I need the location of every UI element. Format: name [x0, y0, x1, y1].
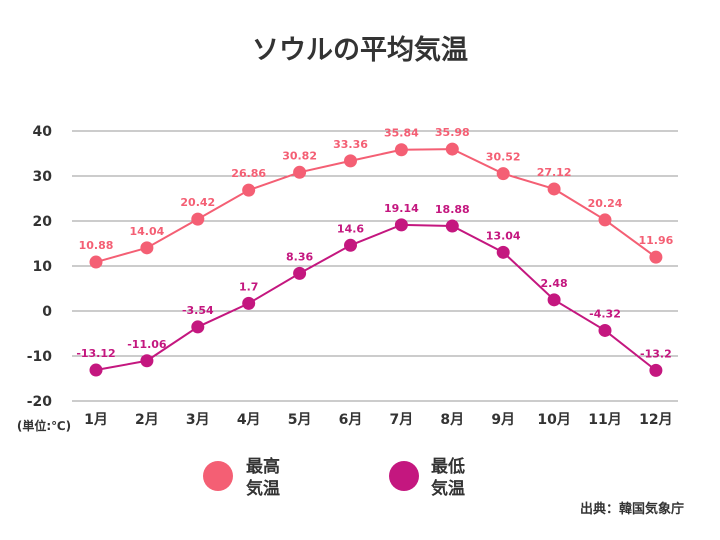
x-axis-ticks: 1月 2月 3月 4月 5月 6月 7月 8月 9月 10月 11月 12月 [84, 412, 673, 428]
data-point [242, 296, 256, 310]
data-point [140, 241, 154, 255]
data-point [191, 320, 205, 334]
data-label: 20.42 [180, 196, 215, 209]
data-point [293, 165, 307, 179]
data-label: 1.7 [239, 280, 259, 293]
data-label: -13.12 [76, 347, 115, 360]
y-tick-label: 20 [33, 214, 53, 230]
x-tick-label: 4月 [237, 412, 261, 428]
data-label: 18.88 [435, 203, 470, 216]
data-label: 26.86 [231, 167, 266, 180]
legend-label: 気温 [245, 478, 280, 499]
y-tick-label: -10 [27, 349, 53, 365]
x-tick-label: 11月 [588, 412, 621, 428]
data-label: 8.36 [286, 250, 313, 263]
y-tick-label: 10 [33, 259, 53, 275]
legend-label: 最高 [246, 456, 280, 477]
data-label: 2.48 [541, 277, 568, 290]
legend-label: 気温 [430, 478, 465, 499]
data-point [344, 154, 357, 168]
data-label: 13.04 [486, 229, 521, 242]
data-point [496, 167, 510, 181]
data-label: -3.54 [182, 304, 214, 317]
data-point [649, 363, 663, 377]
data-point [89, 255, 103, 269]
y-axis-ticks: 40 30 20 10 0 -10 -20 [27, 124, 53, 410]
x-tick-label: 1月 [84, 412, 108, 428]
data-label: 11.96 [639, 234, 674, 247]
series-min-temp: -13.12 -11.06 -3.54 1.7 8.36 14.6 19.14 18.88 13… [76, 202, 672, 377]
data-point [191, 212, 205, 226]
series-line [95, 223, 657, 372]
data-label: 35.98 [435, 126, 470, 139]
data-point [89, 363, 103, 377]
data-point [547, 182, 561, 196]
series: 10.88 14.04 20.42 26.86 30.82 33.36 35.84 35.98… [76, 126, 674, 377]
series-line [95, 148, 657, 264]
data-point [445, 219, 459, 233]
data-label: 14.6 [337, 222, 364, 235]
x-tick-label: 9月 [491, 412, 515, 428]
data-label: 30.52 [486, 151, 521, 164]
data-point [242, 183, 256, 197]
data-label: 10.88 [79, 239, 114, 252]
data-point [547, 293, 561, 307]
x-tick-label: 7月 [390, 412, 414, 428]
data-label: -11.06 [127, 338, 167, 351]
data-label: -4.32 [589, 307, 621, 320]
data-label: 14.04 [130, 225, 165, 238]
data-point [394, 143, 408, 157]
data-point [344, 238, 357, 252]
gridlines [72, 130, 678, 402]
x-tick-label: 3月 [186, 412, 210, 428]
data-point [394, 218, 408, 232]
data-label: 33.36 [333, 138, 368, 151]
data-label: 20.24 [588, 197, 623, 210]
data-point [649, 250, 663, 264]
data-label: 27.12 [537, 166, 572, 179]
data-label: -13.2 [640, 347, 672, 360]
chart-title: ソウルの平均気温 [252, 34, 468, 66]
data-point [496, 245, 510, 259]
series-max-temp: 10.88 14.04 20.42 26.86 30.82 33.36 35.84 35.98… [79, 126, 674, 269]
y-tick-label: -20 [27, 394, 53, 410]
data-point [140, 354, 154, 368]
data-label: 30.82 [282, 149, 317, 162]
x-tick-label: 2月 [135, 412, 159, 428]
x-tick-label: 8月 [440, 412, 464, 428]
x-tick-label: 6月 [339, 412, 363, 428]
data-label: 19.14 [384, 202, 419, 215]
legend-label: 最低 [431, 456, 465, 477]
x-tick-label: 10月 [537, 412, 570, 428]
y-tick-label: 0 [42, 304, 52, 320]
data-point [598, 213, 612, 227]
legend-marker [203, 461, 233, 491]
data-label: 35.84 [384, 127, 419, 140]
y-tick-label: 30 [33, 169, 53, 185]
x-tick-label: 12月 [639, 412, 672, 428]
y-tick-label: 40 [33, 124, 53, 140]
unit-label: (単位:℃) [17, 418, 71, 433]
data-point [598, 323, 612, 337]
x-tick-label: 5月 [288, 412, 312, 428]
source-note: 出典：韓国気象庁 [580, 501, 684, 517]
legend-marker [389, 461, 419, 491]
data-point [293, 266, 307, 280]
data-point [445, 142, 459, 156]
